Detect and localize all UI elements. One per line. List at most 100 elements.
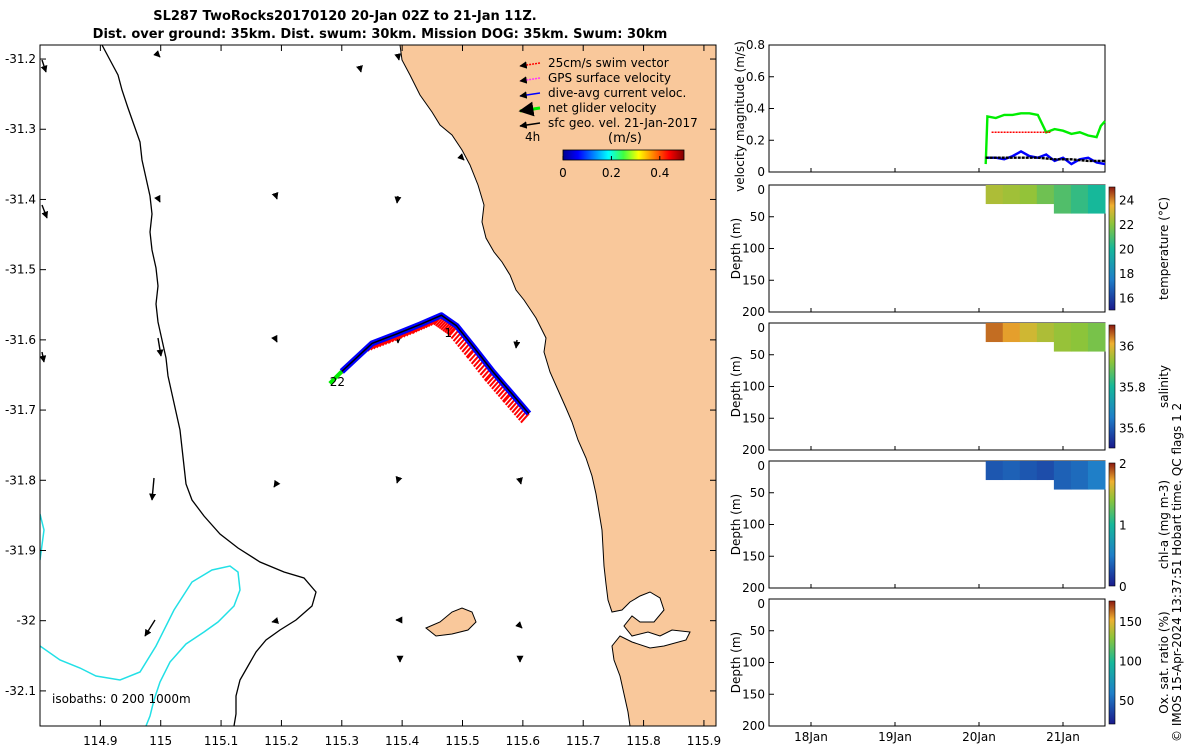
depth-profile-cell xyxy=(1036,185,1055,205)
depth-y-tick-label: 0 xyxy=(757,597,765,611)
geo-velocity-arrow xyxy=(39,351,47,363)
velocity-panel-frame xyxy=(768,44,1106,173)
track-point-label: 1 xyxy=(444,326,452,340)
depth-y-tick-label: 100 xyxy=(742,380,765,394)
depth-y-tick-label: 100 xyxy=(742,242,765,256)
depth-y-tick-label: 200 xyxy=(742,443,765,457)
geo-velocity-arrow xyxy=(144,619,156,637)
depth-y-tick-label: 150 xyxy=(742,411,765,425)
depth-profile-cell xyxy=(985,185,1004,205)
depth-y-tick-label: 200 xyxy=(742,581,765,595)
chart-title-line1: SL287 TwoRocks20170120 20-Jan 02Z to 21-… xyxy=(153,9,537,24)
map-y-tick-label: -31.9 xyxy=(5,543,36,557)
time-x-tick-label: 19Jan xyxy=(878,730,912,744)
legend-label: 25cm/s swim vector xyxy=(548,56,669,70)
geo-velocity-arrow xyxy=(356,65,363,73)
map-x-tick-label: 115.4 xyxy=(385,734,419,748)
depth-y-label: Depth (m) xyxy=(729,494,743,555)
depth-profile-cell xyxy=(1002,461,1021,481)
legend-label: sfc geo. vel. 21-Jan-2017 xyxy=(548,116,698,130)
depth-profile-cell xyxy=(1053,323,1072,352)
geostrophic-arrows xyxy=(39,50,524,663)
colorbar-tick-label: 100 xyxy=(1119,655,1142,669)
map-x-tick-label: 115.7 xyxy=(566,734,600,748)
geo-velocity-arrow xyxy=(271,191,279,200)
map-x-tick-label: 115.3 xyxy=(325,734,359,748)
colorbar-label: chl-a (mg m-3) xyxy=(1157,480,1171,569)
depth-panel-frame xyxy=(768,322,1106,451)
depth-profile-cell xyxy=(1087,185,1106,214)
map-axis-ticks: 114.9 115 115.1 115.2 115.3 115.4 115.5 115.6 11… xyxy=(5,45,721,748)
geo-velocity-arrow xyxy=(515,621,523,629)
depth-y-tick-label: 150 xyxy=(742,549,765,563)
colorbar-tick-label: 35.6 xyxy=(1119,422,1146,436)
legend-label: net glider velocity xyxy=(548,101,656,115)
depth-panel-frame xyxy=(768,598,1106,727)
depth-profile-cell xyxy=(985,461,1004,481)
velocity-y-tick-label: 0 xyxy=(757,165,765,179)
depth-y-tick-label: 100 xyxy=(742,518,765,532)
glider-track-line xyxy=(341,314,530,415)
map-x-tick-label: 115.6 xyxy=(506,734,540,748)
depth-profile-cell xyxy=(1070,185,1089,214)
depth-profile-cell xyxy=(1019,461,1038,481)
map-x-tick-label: 115.5 xyxy=(445,734,479,748)
isobath-200m-line xyxy=(101,45,317,726)
map-frame xyxy=(39,44,717,727)
depth-y-tick-label: 100 xyxy=(742,656,765,670)
scale-label: 4h xyxy=(525,130,540,144)
land-area xyxy=(399,45,716,726)
geo-velocity-arrow xyxy=(271,617,279,624)
depth-profile-cell xyxy=(1019,185,1038,205)
velocity-y-label: velocity magnitude (m/s) xyxy=(733,41,747,192)
depth-y-tick-label: 150 xyxy=(742,687,765,701)
colorbar-tick-label: 35.8 xyxy=(1119,381,1146,395)
map-y-tick-label: -31.2 xyxy=(5,52,36,66)
depth-colorbar xyxy=(1108,462,1116,587)
map-y-tick-label: -31.7 xyxy=(5,403,36,417)
depth-y-tick-label: 0 xyxy=(757,321,765,335)
depth-y-tick-label: 0 xyxy=(757,183,765,197)
depth-y-tick-label: 50 xyxy=(750,210,765,224)
velocity-y-tick-label: 0.6 xyxy=(746,70,765,84)
colorbar-tick-label: 1 xyxy=(1119,519,1127,533)
colorbar-tick-label: 2 xyxy=(1119,457,1127,471)
depth-y-label: Depth (m) xyxy=(729,356,743,417)
map-colorbar-ticks: 0 0.2 0.4 xyxy=(559,156,669,180)
map-x-tick-label: 115.9 xyxy=(687,734,721,748)
colorbar-tick-label: 0.4 xyxy=(650,166,669,180)
legend-swatch xyxy=(519,76,541,84)
colorbar-tick-label: 22 xyxy=(1119,218,1134,232)
colorbar-label: Ox. sat. ratio (%) xyxy=(1157,611,1171,713)
depth-profile-cell xyxy=(1002,323,1021,343)
depth-profile-cell xyxy=(985,323,1004,343)
legend-swatch xyxy=(519,121,541,129)
colorbar-label: temperature (°C) xyxy=(1157,197,1171,300)
depth-profile-cell xyxy=(1019,323,1038,343)
time-x-tick-label: 21Jan xyxy=(1046,730,1080,744)
colorbar-tick-label: 50 xyxy=(1119,694,1134,708)
depth-colorbar xyxy=(1108,186,1116,311)
colorbar-tick-label: 0 xyxy=(559,166,567,180)
depth-profile-cell xyxy=(1070,323,1089,352)
depth-colorbar xyxy=(1108,600,1116,725)
velocity-y-tick-label: 0.4 xyxy=(746,102,765,116)
colorbar-tick-label: 36 xyxy=(1119,340,1134,354)
depth-y-tick-label: 0 xyxy=(757,459,765,473)
depth-colorbar xyxy=(1108,324,1116,449)
geo-velocity-arrow xyxy=(149,477,157,501)
map-colorbar xyxy=(562,149,685,161)
colorbar-tick-label: 150 xyxy=(1119,615,1142,629)
map-y-tick-label: -32 xyxy=(16,614,36,628)
velocity-y-tick-label: 0.8 xyxy=(746,38,765,52)
colorbar-tick-label: 18 xyxy=(1119,267,1134,281)
legend-swatch xyxy=(519,61,541,69)
colorbar-tick-label: 16 xyxy=(1119,292,1134,306)
island-land xyxy=(425,607,477,637)
map-y-tick-label: -31.4 xyxy=(5,192,36,206)
depth-profile-cell xyxy=(1053,185,1072,214)
legend-label: dive-avg current veloc. xyxy=(548,86,686,100)
depth-profile-cell xyxy=(1053,461,1072,490)
